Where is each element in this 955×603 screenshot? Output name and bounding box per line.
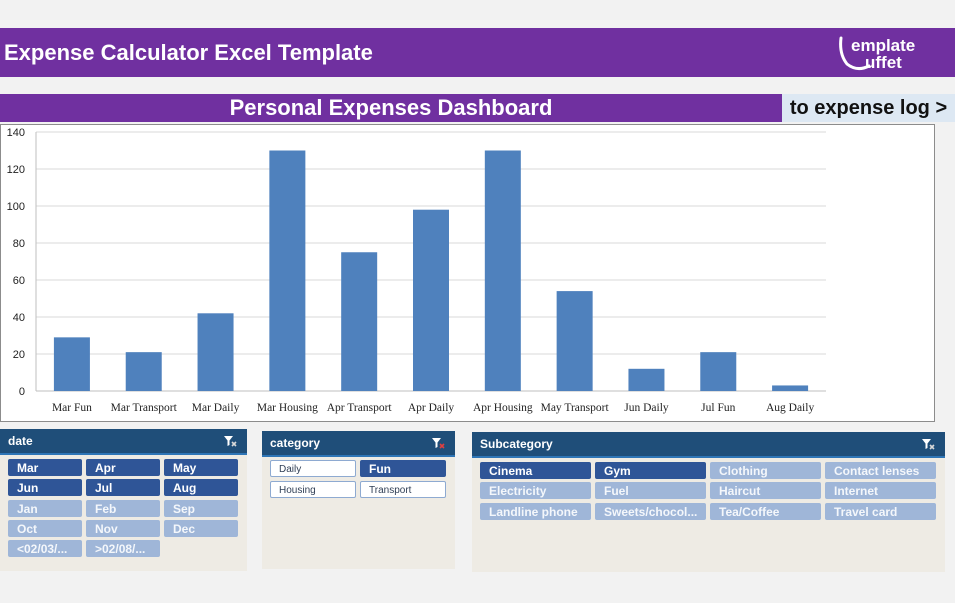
slicer-item[interactable]: Travel card [825,502,936,520]
category-slicer-title: category [270,436,321,450]
x-tick-label: Aug Daily [766,402,814,414]
slicer-item[interactable]: Feb [86,499,160,517]
slicer-item[interactable]: Haircut [710,482,821,500]
header-bar: Expense Calculator Excel Template emplat… [0,28,955,77]
chart-bar [556,291,593,391]
chart-bar [53,337,90,391]
slicer-item[interactable]: Electricity [480,482,591,500]
slicer-item[interactable]: May [164,459,238,476]
date-slicer: date Mar Apr May Jun Jul Aug Jan Feb Sep Oct Nov De… [0,429,247,571]
chart-bar [484,150,521,391]
slicer-item[interactable]: Jan [8,499,82,517]
template-buffet-logo-icon: emplate uffet [839,36,915,72]
slicer-item[interactable]: Dec [164,519,238,537]
slicer-item[interactable]: Fun [360,460,446,477]
slicer-item[interactable]: <02/03/... [8,540,82,558]
x-tick-label: Jun Daily [624,402,669,414]
slicer-item[interactable]: Sweets/chocol... [595,502,706,520]
clear-filter-icon[interactable] [431,436,445,450]
chart-svg: 0 20 40 60 80 100 120 140 Mar Fun Mar Transport Ma… [7,127,826,414]
y-tick-label: 20 [13,349,25,361]
chart-bar [628,368,665,391]
x-tick-label: Jul Fun [701,402,735,414]
x-tick-label: Apr Transport [327,402,393,414]
y-tick-label: 120 [7,164,25,176]
slicer-item[interactable]: Internet [825,482,936,500]
slicer-item[interactable]: Jun [8,479,82,497]
x-tick-label: May Transport [541,402,610,414]
svg-text:emplate: emplate [851,36,915,55]
x-tick-label: Mar Fun [52,402,92,414]
slicer-item[interactable]: Transport [360,481,446,498]
category-slicer: category Daily Fun Housing Transport [262,431,455,569]
chart-bar [197,313,234,391]
to-expense-log-link[interactable]: to expense log > [782,94,955,122]
subcategory-slicer: Subcategory Cinema Gym Clothing Contact len… [472,432,945,572]
slicer-item[interactable]: Gym [595,462,706,479]
clear-filter-icon[interactable] [223,434,237,448]
y-tick-label: 80 [13,238,25,250]
date-slicer-title: date [8,434,33,448]
slicer-item[interactable]: Apr [86,459,160,476]
app-title: Expense Calculator Excel Template [4,40,373,65]
slicer-item[interactable]: Fuel [595,482,706,500]
slicer-item[interactable]: Landline phone [480,502,591,520]
x-tick-label: Apr Housing [473,402,533,414]
slicer-item[interactable]: Clothing [710,462,821,479]
slicer-item[interactable]: >02/08/... [86,540,160,558]
chart-bar [413,209,449,391]
slicer-item[interactable]: Housing [270,481,356,498]
category-slicer-header: category [262,431,455,457]
subcategory-slicer-title: Subcategory [480,437,553,451]
subcategory-slicer-header: Subcategory [472,432,945,458]
y-tick-label: 140 [7,127,25,139]
slicer-item[interactable]: Jul [86,479,160,497]
slicer-item[interactable]: Contact lenses [825,462,936,479]
expenses-bar-chart: 0 20 40 60 80 100 120 140 Mar Fun Mar Transport Ma… [0,124,935,422]
y-tick-label: 0 [19,386,25,398]
chart-bar [772,385,809,391]
clear-filter-icon[interactable] [921,437,935,451]
slicer-item[interactable]: Oct [8,519,82,537]
x-tick-label: Mar Daily [192,402,240,414]
slicer-item[interactable]: Aug [164,479,238,497]
slicer-item[interactable]: Sep [164,499,238,517]
y-tick-label: 100 [7,201,25,213]
y-tick-label: 40 [13,312,25,324]
x-tick-label: Apr Daily [408,402,455,414]
y-tick-label: 60 [13,275,25,287]
svg-text:uffet: uffet [865,53,902,72]
slicer-item[interactable]: Cinema [480,462,591,479]
date-slicer-header: date [0,429,247,455]
chart-bar [269,150,306,391]
slicer-item[interactable]: Daily [270,460,356,477]
x-tick-label: Mar Housing [257,402,318,414]
dashboard-title: Personal Expenses Dashboard [0,94,782,122]
slicer-item[interactable]: Mar [8,459,82,476]
chart-bar [700,352,737,391]
slicer-item[interactable]: Tea/Coffee [710,502,821,520]
slicer-item[interactable]: Nov [86,519,160,537]
chart-bar [341,252,378,391]
chart-bar [125,352,162,391]
x-tick-label: Mar Transport [111,402,178,414]
